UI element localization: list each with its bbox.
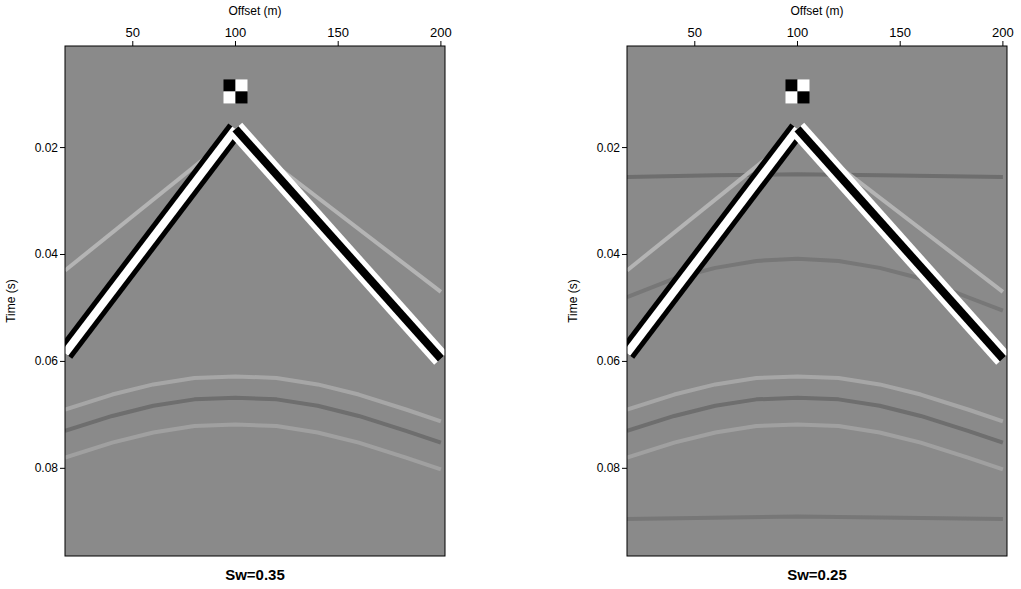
y-tick bbox=[622, 147, 627, 148]
wave-event bbox=[65, 398, 441, 443]
x-tick bbox=[440, 41, 441, 46]
x-tick-label: 50 bbox=[126, 25, 140, 40]
wave-band bbox=[627, 129, 797, 354]
y-tick-label: 0.06 bbox=[35, 354, 59, 368]
panel: 50 100 150 200 Offset (m) 0.02 0.04 0.06 0.08 Tim… bbox=[4, 4, 452, 583]
wave-band bbox=[235, 129, 440, 359]
wave-event bbox=[65, 424, 441, 469]
wave-event bbox=[627, 398, 1003, 443]
wave-band bbox=[797, 129, 1002, 359]
wave-event bbox=[627, 174, 1003, 177]
source-marker bbox=[785, 79, 809, 103]
y-axis-title: Time (s) bbox=[4, 279, 18, 323]
x-tick bbox=[235, 41, 236, 46]
x-tick-label: 150 bbox=[327, 25, 349, 40]
y-axis-title: Time (s) bbox=[566, 279, 580, 323]
y-tick bbox=[60, 147, 65, 148]
panel-title: Sw=0.35 bbox=[225, 566, 285, 583]
wave-event bbox=[797, 129, 1002, 359]
plot-frame bbox=[65, 46, 445, 556]
wave-event bbox=[235, 129, 440, 359]
y-tick-label: 0.02 bbox=[597, 141, 621, 155]
x-tick-label: 200 bbox=[992, 25, 1014, 40]
x-axis-title: Offset (m) bbox=[228, 4, 281, 18]
y-tick bbox=[60, 254, 65, 255]
x-axis-title: Offset (m) bbox=[790, 4, 843, 18]
y-tick bbox=[60, 361, 65, 362]
y-tick-label: 0.02 bbox=[35, 141, 59, 155]
panel-title: Sw=0.25 bbox=[787, 566, 847, 583]
y-tick bbox=[622, 361, 627, 362]
y-tick bbox=[60, 468, 65, 469]
wave-event bbox=[627, 516, 1003, 519]
plot-background bbox=[65, 46, 445, 556]
y-tick bbox=[622, 468, 627, 469]
y-tick-label: 0.04 bbox=[35, 247, 59, 261]
data-layer bbox=[627, 79, 1003, 519]
wave-event bbox=[65, 129, 235, 354]
wave-event bbox=[627, 424, 1003, 469]
x-tick-label: 100 bbox=[225, 25, 247, 40]
wave-band bbox=[65, 129, 235, 354]
y-tick bbox=[622, 254, 627, 255]
x-tick bbox=[338, 41, 339, 46]
data-layer bbox=[65, 79, 441, 469]
x-tick bbox=[132, 41, 133, 46]
wave-event bbox=[627, 129, 797, 354]
y-tick-label: 0.08 bbox=[35, 461, 59, 475]
y-tick-label: 0.04 bbox=[597, 247, 621, 261]
x-tick bbox=[694, 41, 695, 46]
plot-frame bbox=[627, 46, 1007, 556]
x-tick bbox=[797, 41, 798, 46]
y-tick-label: 0.06 bbox=[597, 354, 621, 368]
figure: 50 100 150 200 Offset (m) 0.02 0.04 0.06 0.08 Tim… bbox=[0, 0, 1021, 589]
source-marker bbox=[223, 79, 247, 103]
x-tick-label: 200 bbox=[430, 25, 452, 40]
x-tick-label: 100 bbox=[787, 25, 809, 40]
x-tick bbox=[900, 41, 901, 46]
x-tick-label: 150 bbox=[889, 25, 911, 40]
plot-background bbox=[627, 46, 1007, 556]
x-tick-label: 50 bbox=[688, 25, 702, 40]
y-tick-label: 0.08 bbox=[597, 461, 621, 475]
x-tick bbox=[1002, 41, 1003, 46]
panel: 50 100 150 200 Offset (m) 0.02 0.04 0.06 0.08 Tim… bbox=[566, 4, 1014, 583]
